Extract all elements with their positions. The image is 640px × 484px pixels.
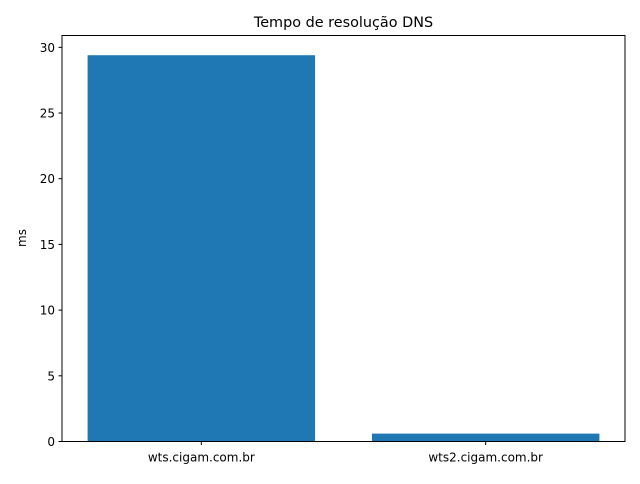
bar-0 — [87, 55, 316, 442]
y-axis-label: ms — [15, 229, 29, 247]
y-tick-label: 15 — [40, 238, 55, 252]
x-tick-label: wts.cigam.com.br — [148, 451, 255, 465]
y-tick-label: 5 — [47, 369, 55, 383]
y-tick-label: 0 — [47, 435, 55, 449]
x-tick-label: wts2.cigam.com.br — [428, 451, 543, 465]
y-tick-label: 10 — [40, 304, 55, 318]
bar-1 — [371, 433, 600, 442]
chart-title: Tempo de resolução DNS — [253, 15, 433, 31]
plot-frame — [61, 35, 626, 442]
y-tick-label: 20 — [40, 172, 55, 186]
y-tick-label: 25 — [40, 107, 55, 121]
y-tick-label: 30 — [40, 41, 55, 55]
